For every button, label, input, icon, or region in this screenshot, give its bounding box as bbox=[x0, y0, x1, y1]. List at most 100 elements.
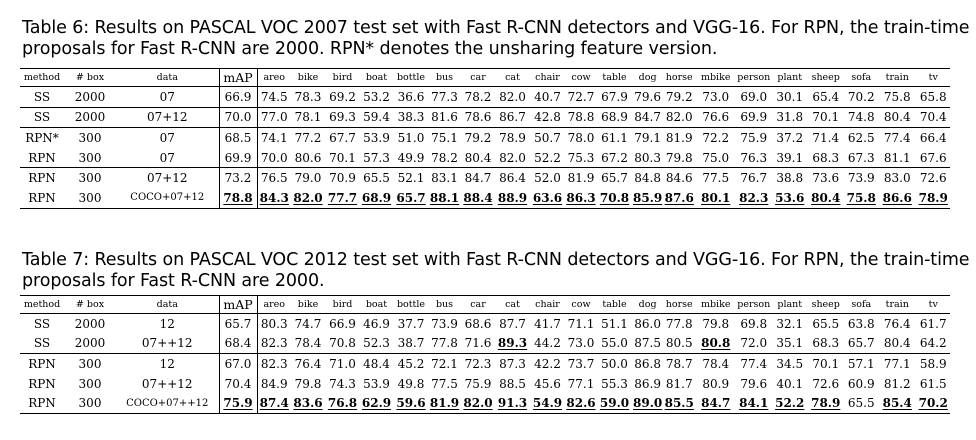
table7-cell-r4-c8: 59.6 bbox=[393, 393, 429, 414]
table6-cell-r5-c23: 78.9 bbox=[916, 187, 951, 209]
table7-header-20: sheep bbox=[807, 295, 845, 314]
table7-cell-r2-c7: 48.4 bbox=[360, 353, 393, 374]
table7-cell-r3-c14: 55.3 bbox=[601, 376, 628, 391]
table6-caption: Table 6: Results on PASCAL VOC 2007 test… bbox=[22, 18, 970, 60]
table6-cell-r1-c4: 77.0 bbox=[257, 106, 291, 128]
table6-cell-r2-c2: 07 bbox=[116, 127, 220, 148]
table6-cell-r2-c10: 79.2 bbox=[460, 127, 496, 148]
table6-cell-r0-c16: 79.2 bbox=[665, 89, 693, 104]
table6-cell-r4-c3: 73.2 bbox=[219, 167, 258, 188]
table6-cell-r5-c3: 78.8 bbox=[219, 187, 258, 209]
table6-header-18: person bbox=[735, 68, 773, 87]
table7-cell-r2-c6: 71.0 bbox=[325, 353, 360, 374]
table6-cell-r0-c18: 69.0 bbox=[740, 89, 768, 104]
table6-cell-r1-c7: 59.4 bbox=[360, 106, 393, 128]
table7-cell-r1-c15: 87.5 bbox=[634, 336, 661, 351]
table6-cell-r2-c18: 75.9 bbox=[735, 127, 773, 148]
table7-cell-r0-c9: 73.9 bbox=[431, 316, 458, 331]
table7-cell-r3-c5: 79.8 bbox=[294, 376, 322, 391]
table6-cell-r4-c10: 84.7 bbox=[460, 167, 496, 188]
table6-cell-r3-c1: 300 bbox=[78, 150, 102, 165]
table7-cell-r3-c17: 80.9 bbox=[702, 376, 730, 391]
table-row: RPN 300 COCO+07+12 78.8 84.3 82.0 77.7 68.9 65.7… bbox=[20, 187, 951, 209]
table7-header-11: cat bbox=[496, 295, 529, 314]
table6-cell-r2-c8: 51.0 bbox=[393, 127, 429, 148]
table6-cell-r2-c16: 81.9 bbox=[662, 127, 697, 148]
table6-cell-r2-c23: 66.4 bbox=[916, 127, 951, 148]
table6-cell-r4-c21: 73.9 bbox=[844, 167, 879, 188]
table6-cell-r5-c21: 75.8 bbox=[844, 187, 879, 209]
table6-cell-r3-c14: 67.2 bbox=[601, 150, 628, 165]
table6-cell-r0-c13: 72.7 bbox=[567, 89, 595, 104]
table6-cell-r4-c9: 83.1 bbox=[429, 167, 460, 188]
table7-cell-r2-c3: 67.0 bbox=[219, 353, 258, 374]
table-row: SS 2000 07++12 68.4 82.3 78.4 70.8 52.3 38.7 77.8… bbox=[20, 333, 950, 354]
table6-cell-r0-c2: 07 bbox=[116, 86, 220, 108]
table7-cell-r4-c4: 87.4 bbox=[257, 393, 291, 414]
table6-cell-r5-c16: 87.6 bbox=[662, 187, 697, 209]
table6-cell-r2-c5: 77.2 bbox=[291, 127, 325, 148]
table6-cell-r2-c17: 72.2 bbox=[696, 127, 736, 148]
table7-header-17: mbike bbox=[696, 295, 736, 314]
table7-cell-r3-c15: 86.9 bbox=[634, 376, 661, 391]
table7-cell-r4-c17: 84.7 bbox=[696, 393, 736, 414]
table6-cell-r2-c14: 61.1 bbox=[596, 127, 633, 148]
table7-cell-r0-c3: 65.7 bbox=[219, 313, 258, 334]
table7-header-23: tv bbox=[916, 295, 951, 314]
table6-cell-r0-c11: 82.0 bbox=[499, 89, 526, 104]
table7-cell-r3-c20: 72.6 bbox=[812, 376, 840, 391]
table6-cell-r2-c1: 300 bbox=[64, 127, 116, 148]
table6-header-13: cow bbox=[566, 68, 596, 87]
table6-cell-r5-c13: 86.3 bbox=[566, 187, 596, 209]
table7-cell-r1-c22: 80.4 bbox=[883, 336, 911, 351]
table7-cell-r3-c18: 79.6 bbox=[740, 376, 768, 391]
table7-cell-r0-c6: 66.9 bbox=[329, 316, 356, 331]
table7-cell-r1-c5: 78.4 bbox=[294, 336, 322, 351]
table6-cell-r4-c8: 52.1 bbox=[393, 167, 429, 188]
table6-cell-r4-c16: 84.6 bbox=[662, 167, 697, 188]
table6-cell-r2-c21: 62.5 bbox=[844, 127, 879, 148]
table7-header-13: cow bbox=[566, 295, 596, 314]
table7-cell-r1-c3: 68.4 bbox=[219, 333, 258, 354]
table6-header-1: # box bbox=[64, 68, 116, 87]
table7-cell-r1-c0: SS bbox=[33, 336, 51, 351]
table7-cell-r0-c14: 51.1 bbox=[601, 316, 628, 331]
table6-cell-r5-c8: 65.7 bbox=[393, 187, 429, 209]
table7-cell-r1-c8: 38.7 bbox=[397, 336, 425, 351]
table6-cell-r4-c11: 86.4 bbox=[496, 167, 529, 188]
table7-cell-r3-c16: 81.7 bbox=[665, 376, 693, 391]
table7-cell-r4-c22: 85.4 bbox=[878, 393, 917, 414]
table6-header-14: table bbox=[596, 68, 633, 87]
table6-cell-r3-c17: 75.0 bbox=[702, 150, 730, 165]
table7-cell-r3-c9: 77.5 bbox=[431, 376, 458, 391]
table7-cell-r2-c10: 72.3 bbox=[460, 353, 496, 374]
table6-cell-r0-c4: 74.5 bbox=[260, 89, 288, 104]
table6-header-5: bike bbox=[291, 68, 325, 87]
table7-cell-r4-c15: 89.0 bbox=[633, 393, 663, 414]
table7-cell-r4-c11: 91.3 bbox=[496, 393, 529, 414]
table6-header-16: horse bbox=[662, 68, 697, 87]
table7-cell-r2-c19: 34.5 bbox=[772, 353, 808, 374]
table7-cell-r0-c8: 37.7 bbox=[397, 316, 425, 331]
table6-cell-r3-c4: 70.0 bbox=[260, 150, 288, 165]
table6-cell-r5-c17: 80.1 bbox=[696, 187, 736, 209]
table6-cell-r0-c10: 78.2 bbox=[464, 89, 492, 104]
table7-cell-r2-c17: 78.4 bbox=[696, 353, 736, 374]
table7-cell-r1-c4: 82.3 bbox=[260, 336, 288, 351]
table6-cell-r1-c17: 76.6 bbox=[696, 106, 736, 128]
table6-cell-r3-c20: 68.3 bbox=[812, 150, 840, 165]
table7-cell-r4-c19: 52.2 bbox=[772, 393, 808, 414]
table7-cell-r4-c12: 54.9 bbox=[529, 393, 566, 414]
table7-caption-line2: proposals for Fast R-CNN are 2000. bbox=[22, 271, 325, 291]
table6-header-19: plant bbox=[772, 68, 808, 87]
table7-header-21: sofa bbox=[844, 295, 879, 314]
table6-cell-r0-c0: SS bbox=[33, 89, 51, 104]
table7-cell-r4-c13: 82.6 bbox=[566, 393, 596, 414]
table7-cell-r0-c19: 32.1 bbox=[776, 316, 804, 331]
table6-cell-r0-c7: 53.2 bbox=[363, 89, 390, 104]
table6-cell-r2-c11: 78.9 bbox=[496, 127, 529, 148]
table6-cell-r2-c20: 71.4 bbox=[807, 127, 845, 148]
table7-cell-r0-c22: 76.4 bbox=[883, 316, 911, 331]
table6-header-15: dog bbox=[633, 68, 663, 87]
table6-cell-r5-c7: 68.9 bbox=[360, 187, 393, 209]
